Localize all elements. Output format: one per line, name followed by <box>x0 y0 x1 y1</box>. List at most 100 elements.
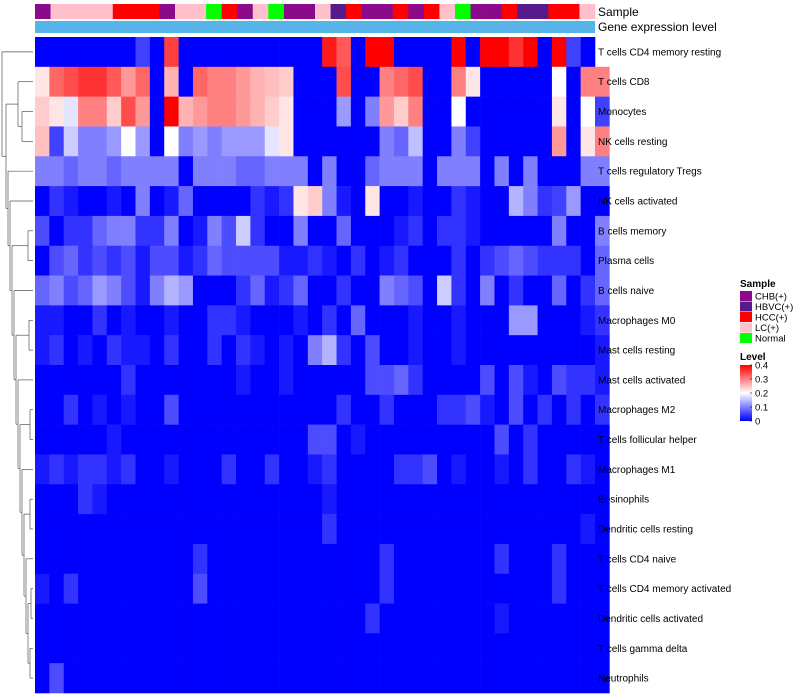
heatmap-cell <box>480 424 495 455</box>
heatmap-cell <box>264 66 280 97</box>
sample-annotation-cell <box>190 4 207 19</box>
heatmap-cell <box>121 543 136 575</box>
heatmap-cell <box>264 573 280 604</box>
heatmap-cell <box>149 514 165 545</box>
sample-legend-label: LC(+) <box>755 323 779 334</box>
heatmap-cell <box>135 245 151 276</box>
sample-annotation-cell <box>206 4 222 19</box>
heatmap-cell <box>135 186 151 217</box>
heatmap-cell <box>437 514 452 545</box>
heatmap-cell <box>92 394 108 425</box>
heatmap-cell <box>78 484 93 515</box>
heatmap-cell <box>35 37 50 68</box>
heatmap-cell <box>106 126 122 157</box>
heatmap-cell <box>566 96 581 127</box>
heatmap-cell <box>537 633 553 664</box>
level-legend-title: Level <box>740 352 766 363</box>
heatmap-cell <box>408 186 423 217</box>
heatmap-cell <box>508 156 524 187</box>
heatmap-cell <box>422 215 438 247</box>
heatmap-cell <box>207 305 222 336</box>
heatmap-cell <box>537 186 553 217</box>
heatmap-cell <box>566 424 581 455</box>
heatmap-cell <box>35 186 50 217</box>
heatmap-cell <box>480 454 495 485</box>
sample-legend-label: Normal <box>755 334 786 345</box>
heatmap-cell <box>178 603 194 634</box>
heatmap-cell <box>551 37 567 68</box>
heatmap-cell <box>336 514 352 545</box>
heatmap-cell <box>393 603 409 634</box>
heatmap-cell <box>422 66 438 97</box>
heatmap-cell <box>49 514 65 545</box>
heatmap-cell <box>494 305 510 336</box>
heatmap-cell <box>437 365 452 396</box>
heatmap-cell <box>365 394 380 425</box>
heatmap-cell <box>480 514 495 545</box>
heatmap-cell <box>221 454 237 485</box>
heatmap-cell <box>92 514 108 545</box>
heatmap-cell <box>35 603 50 634</box>
heatmap-cell <box>451 215 467 247</box>
heatmap-cell <box>121 663 136 694</box>
heatmap-cell <box>393 484 409 515</box>
heatmap-cell <box>523 156 538 187</box>
heatmap-cell <box>49 573 65 604</box>
level-tick-label: 0.4 <box>755 361 768 372</box>
heatmap-cell <box>164 573 179 604</box>
heatmap-cell <box>221 633 237 664</box>
heatmap-cell <box>465 305 481 336</box>
heatmap-cell <box>250 603 266 634</box>
heatmap-cell <box>393 156 409 187</box>
heatmap-cell <box>580 394 596 425</box>
row-label: Mast cells resting <box>598 346 675 357</box>
heatmap-cell <box>250 633 266 664</box>
heatmap-cell <box>350 66 366 97</box>
heatmap-cell <box>264 96 280 127</box>
heatmap-cell <box>408 663 423 694</box>
heatmap-cell <box>451 275 467 306</box>
heatmap-cell <box>322 186 337 217</box>
heatmap-cell <box>508 126 524 157</box>
heatmap-cell <box>293 573 309 604</box>
heatmap-cell <box>551 186 567 217</box>
heatmap-cell <box>523 126 538 157</box>
heatmap-cell <box>365 573 380 604</box>
heatmap-cell <box>437 633 452 664</box>
heatmap-cell <box>63 573 79 604</box>
heatmap-cell <box>149 335 165 366</box>
row-label: B cells naive <box>598 286 655 297</box>
heatmap-cell <box>566 603 581 634</box>
heatmap-cell <box>207 126 222 157</box>
heatmap-cell <box>350 543 366 575</box>
heatmap-cell <box>121 96 136 127</box>
heatmap-cell <box>494 543 510 575</box>
heatmap-cell <box>78 514 93 545</box>
heatmap-cell <box>480 186 495 217</box>
heatmap-cell <box>293 514 309 545</box>
heatmap-cell <box>164 305 179 336</box>
heatmap-cell <box>78 305 93 336</box>
sample-legend-swatch <box>740 322 752 333</box>
heatmap-cell <box>92 573 108 604</box>
heatmap-cell <box>422 305 438 336</box>
heatmap-cell <box>595 245 610 276</box>
heatmap-cell <box>322 454 337 485</box>
heatmap-cell <box>106 394 122 425</box>
heatmap-cell <box>437 663 452 694</box>
heatmap-cell <box>279 215 294 247</box>
heatmap-cell <box>49 394 65 425</box>
heatmap-cell <box>293 603 309 634</box>
heatmap-cell <box>336 394 352 425</box>
heatmap-cell <box>537 66 553 97</box>
heatmap-cell <box>480 275 495 306</box>
heatmap-cell <box>595 424 610 455</box>
heatmap-cell <box>350 156 366 187</box>
heatmap-cell <box>595 663 610 694</box>
heatmap-cell <box>221 215 237 247</box>
heatmap-cell <box>149 186 165 217</box>
heatmap-cell <box>49 96 65 127</box>
heatmap-cell <box>451 37 467 68</box>
heatmap-cell <box>63 335 79 366</box>
heatmap-cell <box>350 573 366 604</box>
